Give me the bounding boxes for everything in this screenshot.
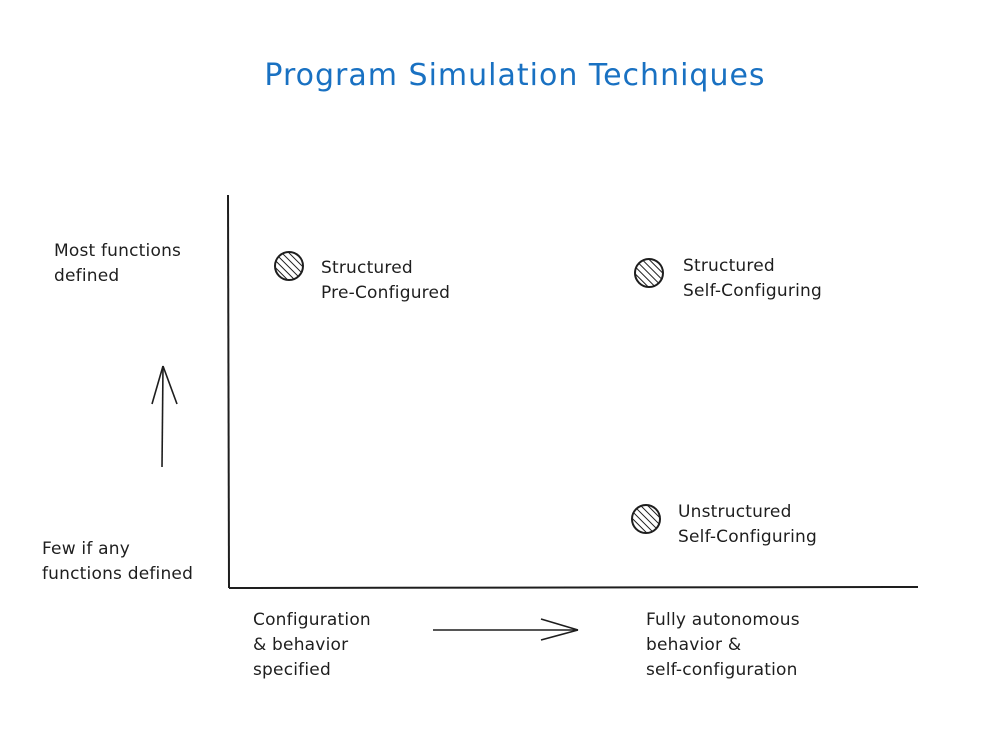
point-unstructured-selfconfiguring <box>631 504 661 534</box>
point-label-structured-selfconfiguring: Structured Self-Configuring <box>683 256 822 301</box>
point-label-structured-preconfigured: Structured Pre-Configured <box>321 258 451 303</box>
y-axis-line <box>227 194 230 589</box>
up-arrow <box>151 365 178 468</box>
x-axis-line <box>228 586 919 589</box>
diagram-title: Program Simulation Techniques <box>264 58 766 93</box>
y-axis-top-label: Most functions defined <box>54 241 182 286</box>
y-axis-bottom-label: Few if any functions defined <box>42 539 194 584</box>
point-label-unstructured-selfconfiguring: Unstructured Self-Configuring <box>678 502 817 547</box>
x-axis-right-label: Fully autonomous behavior & self-configu… <box>646 610 800 680</box>
point-structured-selfconfiguring <box>634 258 664 288</box>
x-axis-left-label: Configuration & behavior specified <box>253 610 371 680</box>
point-structured-preconfigured <box>274 251 304 281</box>
right-arrow <box>433 618 579 641</box>
